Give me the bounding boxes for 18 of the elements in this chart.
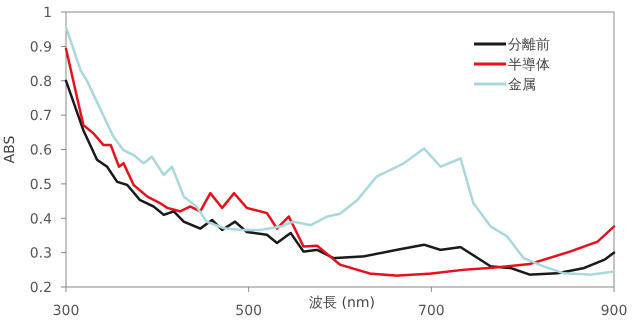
x-tick-label: 700 — [418, 303, 445, 319]
x-axis-title: 波長 (nm) — [309, 295, 375, 311]
x-tick-label: 900 — [600, 303, 628, 319]
y-tick-label: 0.9 — [30, 39, 52, 56]
y-tick-label: 0.7 — [30, 108, 52, 124]
y-tick-label: 0.6 — [30, 142, 52, 158]
y-tick-label: 0.4 — [30, 211, 52, 228]
y-tick-label: 1 — [43, 5, 52, 21]
y-tick-label: 0.8 — [30, 74, 52, 90]
y-tick-label: 0.5 — [30, 176, 52, 193]
y-axis-title: ABS — [2, 135, 18, 164]
x-tick-label: 500 — [235, 303, 262, 319]
y-tick-label: 0.3 — [30, 246, 52, 262]
x-tick-label: 300 — [52, 303, 80, 319]
legend-label: 半導体 — [508, 57, 550, 73]
legend-label: 分離前 — [508, 37, 550, 53]
y-tick-label: 0.2 — [30, 280, 52, 296]
legend-label: 金属 — [508, 77, 536, 93]
